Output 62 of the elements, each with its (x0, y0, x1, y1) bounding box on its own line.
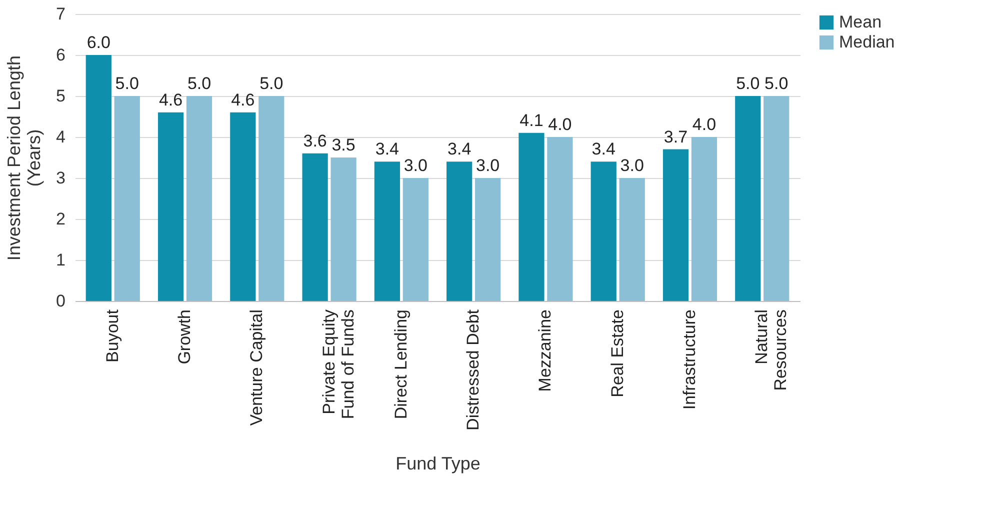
bar (114, 96, 140, 301)
x-tick-label: Mezzanine (536, 310, 555, 392)
y-tick-label: 2 (56, 210, 66, 228)
bar (230, 112, 256, 301)
data-label: 6.0 (86, 33, 110, 52)
data-label: 4.0 (692, 115, 716, 134)
x-axis-title: Fund Type (396, 453, 480, 474)
bar (474, 178, 501, 301)
x-tick-label: Growth (175, 310, 194, 364)
data-label: 5.0 (115, 74, 139, 93)
bar (547, 137, 573, 301)
y-tick-label: 3 (56, 168, 66, 188)
data-label: 5.0 (736, 74, 760, 93)
data-label: 5.0 (187, 74, 212, 93)
legend-label: Mean (839, 12, 882, 32)
bar (302, 153, 328, 301)
bar (402, 178, 428, 301)
bar (619, 178, 645, 301)
data-label: 3.4 (592, 140, 616, 159)
x-tick-label: Direct Lending (391, 310, 410, 420)
data-label: 3.7 (664, 127, 688, 146)
data-label: 3.5 (332, 136, 356, 154)
y-tick-label: 5 (56, 86, 66, 106)
x-tick-label: Real Estate (608, 310, 627, 398)
bar (518, 132, 544, 301)
data-label: 4.6 (231, 90, 255, 110)
bar (374, 162, 400, 301)
data-label: 4.1 (520, 110, 544, 130)
x-tick-label: Buyout (102, 309, 122, 362)
data-label: 3.0 (620, 156, 644, 175)
y-tick-label: 4 (56, 128, 66, 146)
bar (662, 149, 689, 301)
data-label: 3.0 (404, 156, 428, 175)
data-label: 3.4 (375, 140, 400, 159)
x-tick-label: Private Equity Fund of Funds (319, 309, 358, 420)
data-label: 3.0 (476, 156, 500, 175)
y-axis-title: Investment Period Length (Years) (4, 55, 44, 261)
x-tick-label: Infrastructure (680, 310, 699, 410)
bar (590, 162, 616, 301)
bar (446, 162, 472, 301)
bar (258, 96, 284, 301)
bar (691, 137, 718, 301)
bar (735, 96, 761, 301)
x-tick-label: Natural Resources (752, 310, 790, 391)
y-tick-label: 0 (56, 292, 66, 310)
y-tick-label: 6 (56, 46, 66, 64)
bar (86, 55, 112, 301)
x-tick-label: Distressed Debt (464, 309, 483, 430)
bar (158, 112, 184, 301)
data-label: 5.0 (764, 74, 788, 93)
data-label: 4.6 (158, 90, 183, 110)
x-tick-label: Venture Capital (247, 310, 266, 426)
legend-label: Median (839, 32, 895, 52)
data-label: 5.0 (260, 74, 284, 93)
data-label: 3.6 (303, 131, 327, 150)
y-tick-label: 1 (56, 250, 66, 270)
y-tick-label: 7 (56, 4, 66, 24)
data-label: 4.0 (548, 115, 572, 134)
bar (330, 158, 356, 301)
bar (186, 96, 212, 301)
data-label: 3.4 (448, 140, 472, 159)
bar (764, 96, 790, 301)
